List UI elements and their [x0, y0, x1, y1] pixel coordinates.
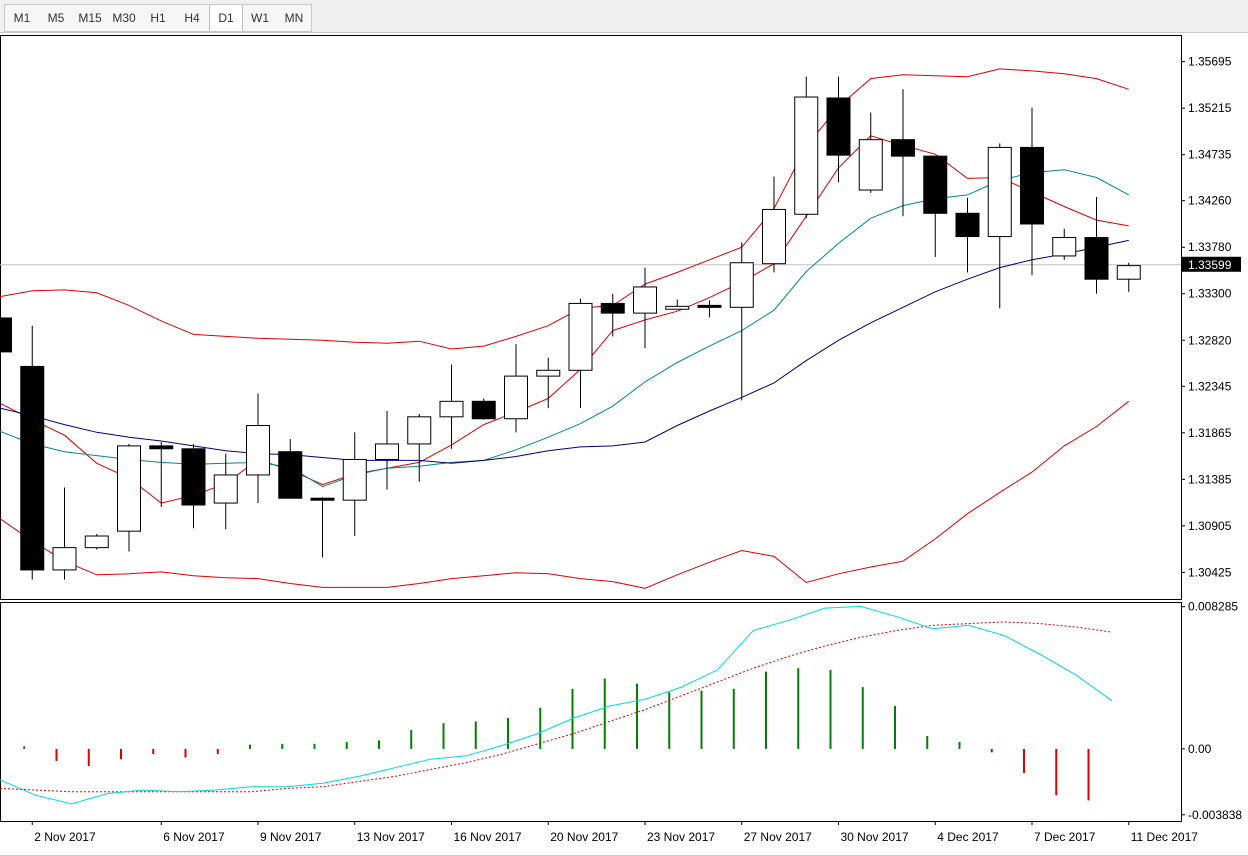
indicator-scale-label: 0.00	[1188, 742, 1212, 756]
oscillator-signal-line	[0, 621, 1113, 793]
oscillator-main-line	[0, 605, 1113, 805]
price-scale-label: 1.33300	[1188, 287, 1232, 301]
date-label: 13 Nov 2017	[357, 830, 425, 844]
price-scale-label: 1.31385	[1188, 472, 1232, 486]
candle-bullish[interactable]	[858, 139, 883, 191]
candle-bullish[interactable]	[536, 369, 561, 377]
candle-bearish[interactable]	[149, 445, 174, 450]
candle-bullish[interactable]	[246, 425, 270, 476]
price-scale-label: 1.34260	[1188, 194, 1232, 208]
timeframe-m30-button[interactable]: M30	[112, 11, 136, 25]
chart-canvas[interactable]: 1.35695 1.35215 1.34735 1.34260 1.33780 1.333…	[0, 33, 1248, 856]
date-label: 23 Nov 2017	[647, 830, 715, 844]
candle-bearish[interactable]	[600, 302, 625, 314]
date-label: 2 Nov 2017	[34, 830, 96, 844]
price-scale-label: 1.32820	[1188, 333, 1232, 347]
indicator-scale-label: -0.003838	[1188, 808, 1242, 822]
candle-bullish[interactable]	[439, 400, 464, 418]
candle-bearish[interactable]	[1084, 237, 1109, 280]
timeframe-mn-button[interactable]: MN	[284, 11, 304, 25]
price-scale-label: 1.30425	[1188, 565, 1232, 579]
candle-bullish[interactable]	[794, 96, 819, 215]
moving-average-navy	[0, 239, 1129, 464]
candle-bullish[interactable]	[407, 416, 432, 445]
date-label: 11 Dec 2017	[1131, 830, 1198, 844]
timeframe-button-group: M1 M5 M15 M30 H1 H4 D1 W1 MN	[4, 4, 312, 32]
bollinger-upper-band	[0, 68, 1129, 350]
price-scale-label: 1.32345	[1188, 379, 1232, 393]
candle-bearish[interactable]	[697, 304, 722, 308]
date-label: 27 Nov 2017	[744, 830, 812, 844]
date-label: 6 Nov 2017	[163, 830, 225, 844]
timeframe-m5-button[interactable]: M5	[47, 11, 65, 25]
candle-bullish[interactable]	[117, 445, 141, 532]
timeframe-m15-button[interactable]: M15	[78, 11, 102, 25]
timeframe-d1-button[interactable]: D1	[209, 5, 243, 31]
indicator-scale-label: 0.008285	[1188, 600, 1238, 614]
timeframe-toolbar: M1 M5 M15 M30 H1 H4 D1 W1 MN	[0, 0, 1248, 33]
timeframe-m1-button[interactable]: M1	[13, 11, 31, 25]
price-scale-label: 1.33780	[1188, 240, 1232, 254]
candle-bearish[interactable]	[278, 451, 303, 499]
candle-bearish[interactable]	[891, 139, 915, 157]
candle-bearish[interactable]	[181, 448, 206, 506]
current-price-label: 1.33599	[1188, 258, 1232, 272]
candle-bearish[interactable]	[923, 155, 948, 214]
candle-bullish[interactable]	[375, 443, 399, 460]
candle-bullish[interactable]	[987, 146, 1012, 238]
price-scale-label: 1.34735	[1188, 148, 1232, 162]
date-label: 9 Nov 2017	[260, 830, 322, 844]
candle-bearish[interactable]	[0, 317, 12, 353]
candle-bearish[interactable]	[471, 400, 496, 420]
candle-bullish[interactable]	[1052, 237, 1077, 257]
date-label: 7 Dec 2017	[1034, 830, 1096, 844]
candle-bullish[interactable]	[84, 535, 109, 549]
candle-bullish[interactable]	[633, 286, 657, 314]
date-label: 4 Dec 2017	[937, 830, 999, 844]
candle-bullish[interactable]	[504, 375, 528, 420]
timeframe-w1-button[interactable]: W1	[251, 11, 269, 25]
candle-bearish[interactable]	[826, 97, 851, 156]
price-scale-label: 1.31865	[1188, 426, 1232, 440]
timeframe-h1-button[interactable]: H1	[150, 11, 166, 25]
candle-bullish[interactable]	[213, 474, 238, 504]
candle-bullish[interactable]	[1116, 265, 1141, 280]
chart-area[interactable]: 1.35695 1.35215 1.34735 1.34260 1.33780 1.333…	[0, 33, 1248, 856]
candle-bullish[interactable]	[568, 302, 593, 371]
candle-bullish[interactable]	[762, 208, 786, 265]
current-price-badge	[1182, 256, 1241, 272]
candle-bearish[interactable]	[955, 212, 980, 238]
date-label: 16 Nov 2017	[454, 830, 522, 844]
candle-bullish[interactable]	[665, 305, 690, 310]
candle-bullish[interactable]	[342, 458, 367, 501]
date-label: 20 Nov 2017	[550, 830, 618, 844]
price-scale-label: 1.35215	[1188, 101, 1232, 115]
timeframe-h4-button[interactable]: H4	[184, 11, 200, 25]
candle-bearish[interactable]	[20, 365, 45, 571]
candle-bearish[interactable]	[310, 497, 335, 501]
price-scale-label: 1.30905	[1188, 519, 1232, 533]
indicator-pane-frame	[0, 602, 1182, 822]
candle-bullish[interactable]	[52, 547, 77, 571]
bollinger-lower-band	[0, 400, 1130, 589]
date-label: 30 Nov 2017	[841, 830, 909, 844]
price-scale-label: 1.35695	[1188, 55, 1232, 69]
candle-bearish[interactable]	[1020, 146, 1044, 225]
candle-bullish[interactable]	[729, 262, 754, 308]
